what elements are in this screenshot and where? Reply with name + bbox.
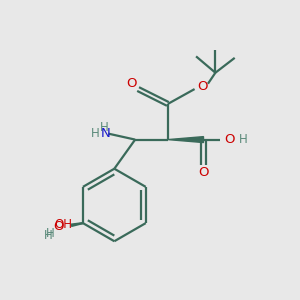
Text: O: O <box>224 133 235 146</box>
Text: OH: OH <box>55 218 73 231</box>
Text: H: H <box>44 229 53 242</box>
Text: H: H <box>91 127 99 140</box>
Text: O: O <box>197 80 207 93</box>
Text: O: O <box>126 77 137 90</box>
Polygon shape <box>168 136 203 142</box>
Text: O: O <box>198 166 209 179</box>
Text: H: H <box>239 133 248 146</box>
Text: H: H <box>46 227 55 240</box>
Text: H: H <box>100 121 108 134</box>
Text: O: O <box>53 220 64 232</box>
Text: N: N <box>100 127 110 140</box>
